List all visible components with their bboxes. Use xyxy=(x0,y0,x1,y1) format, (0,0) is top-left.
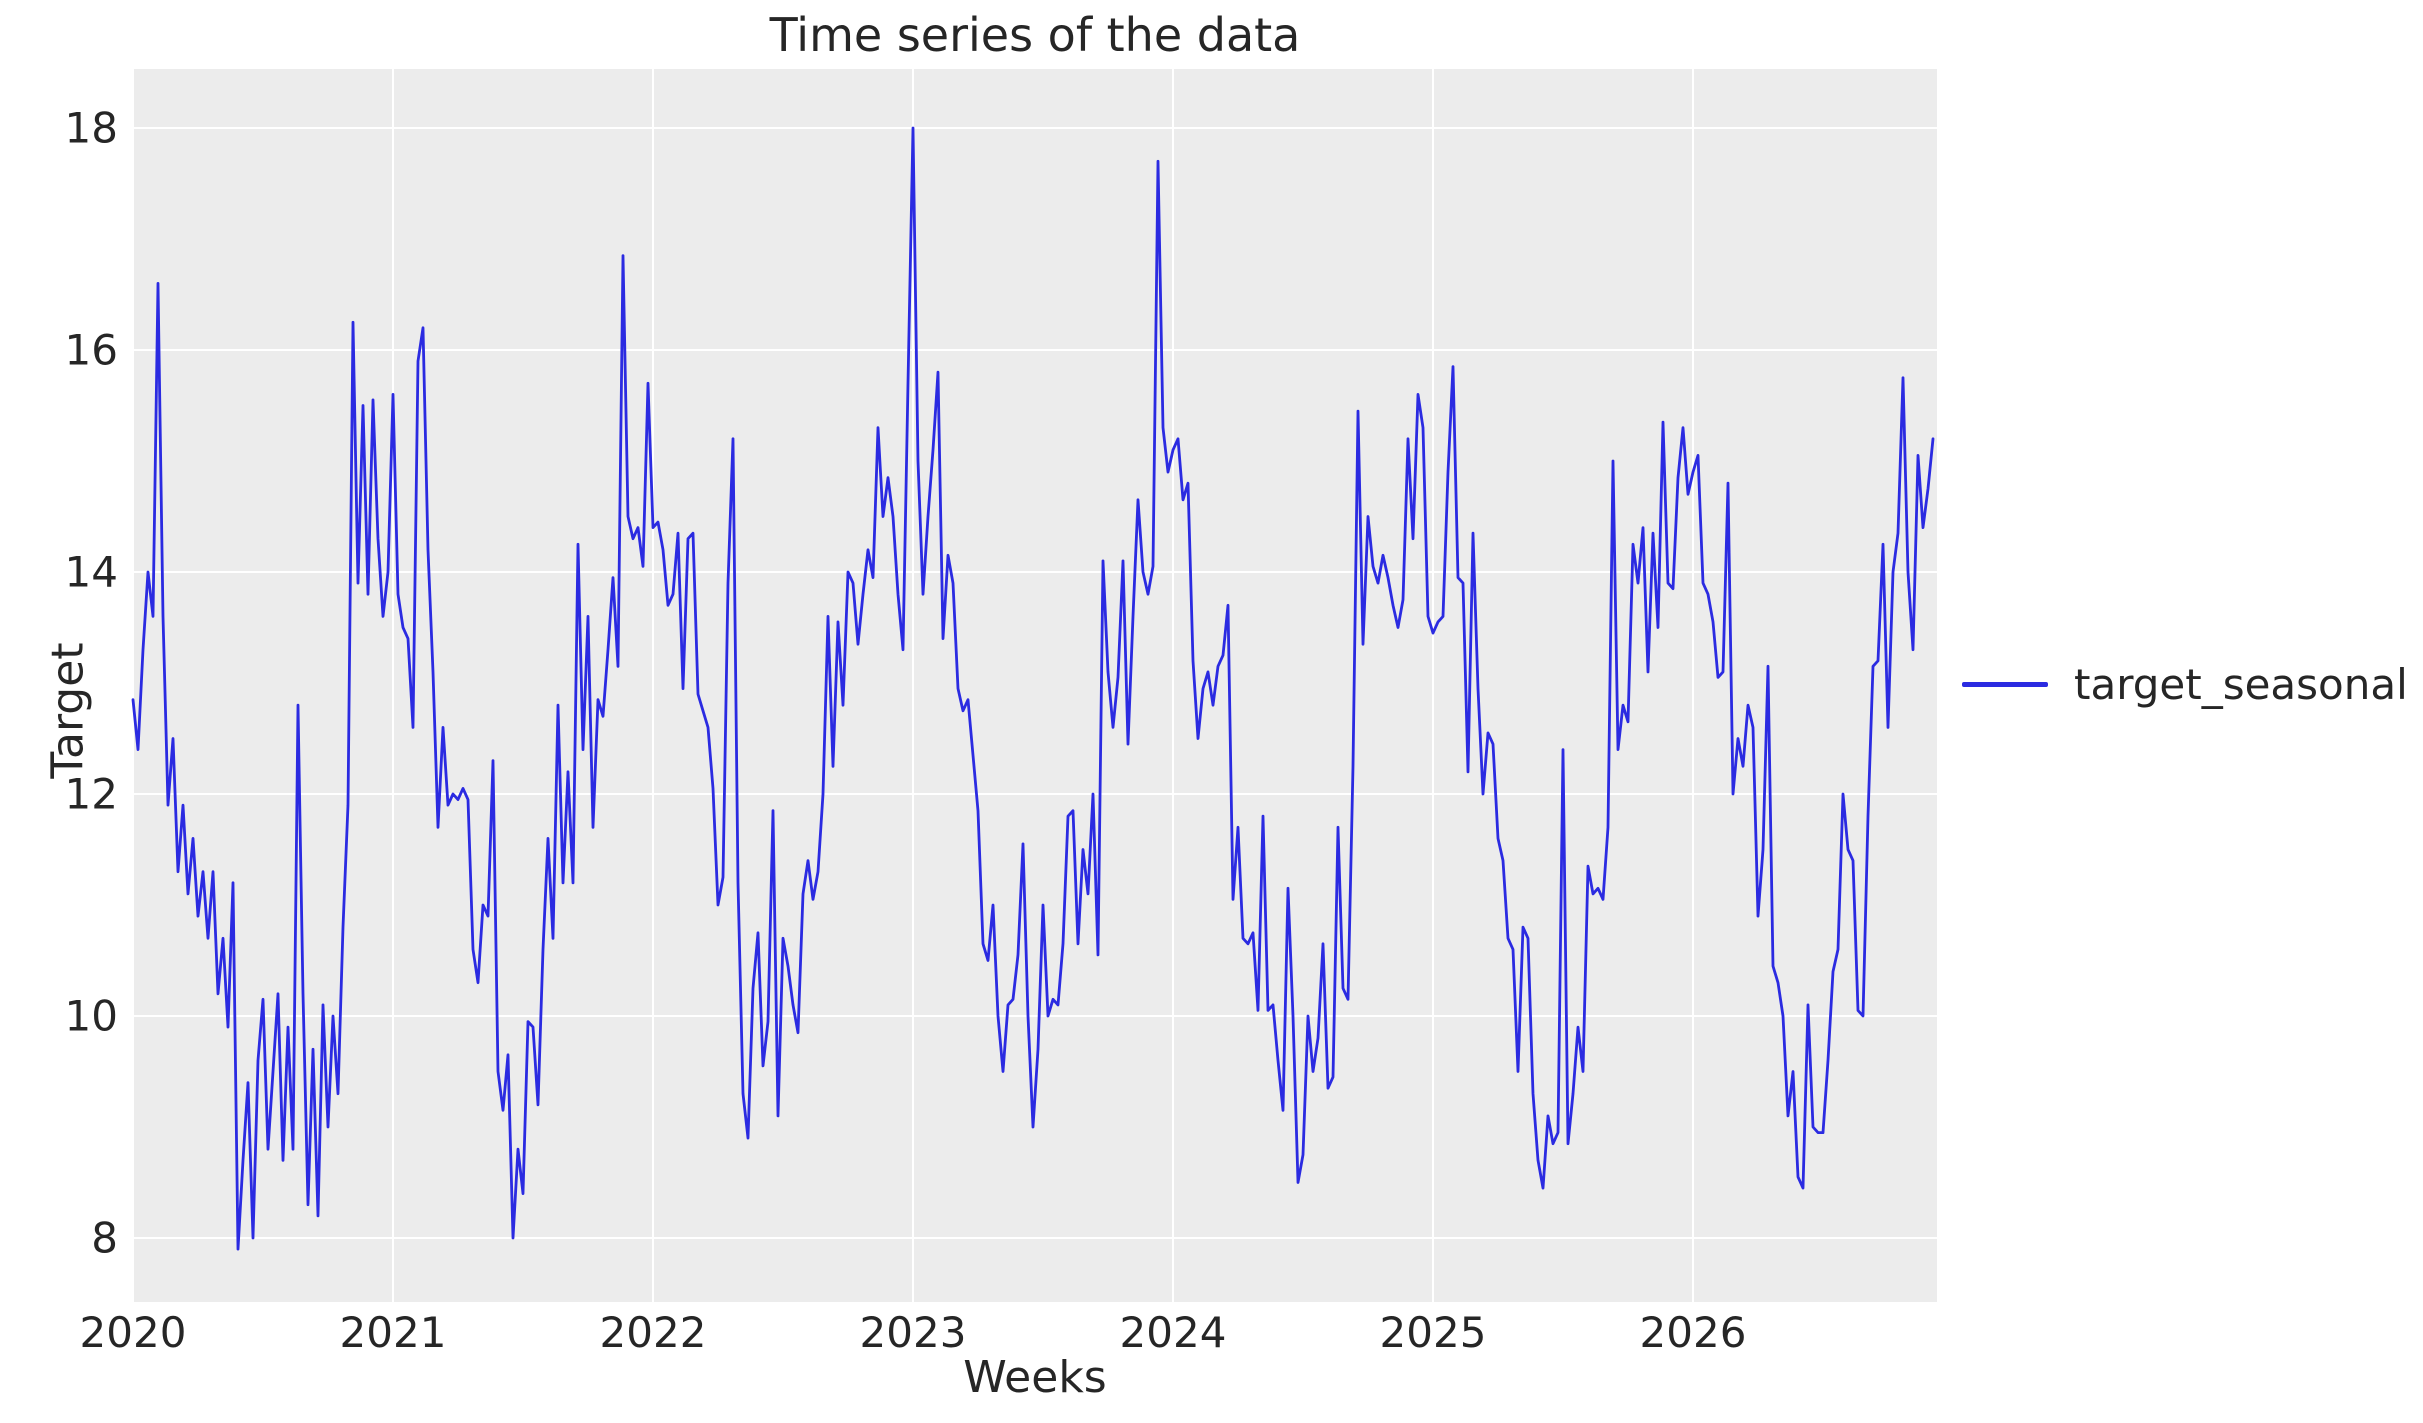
y-tick-8: 8 xyxy=(91,1213,118,1263)
target-seasonal-line xyxy=(131,126,1935,1251)
x-tick-2024: 2024 xyxy=(1119,1308,1227,1357)
y-tick-10: 10 xyxy=(64,991,118,1041)
x-tick-2023: 2023 xyxy=(859,1308,967,1357)
legend-label: target_seasonal xyxy=(2074,660,2408,709)
legend-line-swatch xyxy=(1962,682,2048,687)
x-tick-2021: 2021 xyxy=(339,1308,447,1357)
legend: target_seasonal xyxy=(1962,660,2408,709)
y-tick-14: 14 xyxy=(64,547,118,597)
vertical-gridlines xyxy=(132,69,1694,1302)
chart-title: Time series of the data xyxy=(769,8,1301,62)
y-tick-18: 18 xyxy=(64,103,118,153)
y-tick-16: 16 xyxy=(64,325,118,375)
x-tick-2025: 2025 xyxy=(1379,1308,1487,1357)
horizontal-gridlines xyxy=(133,127,1937,1239)
x-axis-label: Weeks xyxy=(963,1352,1107,1403)
x-tick-2026: 2026 xyxy=(1639,1308,1747,1357)
y-tick-12: 12 xyxy=(64,769,118,819)
x-tick-2022: 2022 xyxy=(599,1308,707,1357)
x-tick-2020: 2020 xyxy=(79,1308,187,1357)
